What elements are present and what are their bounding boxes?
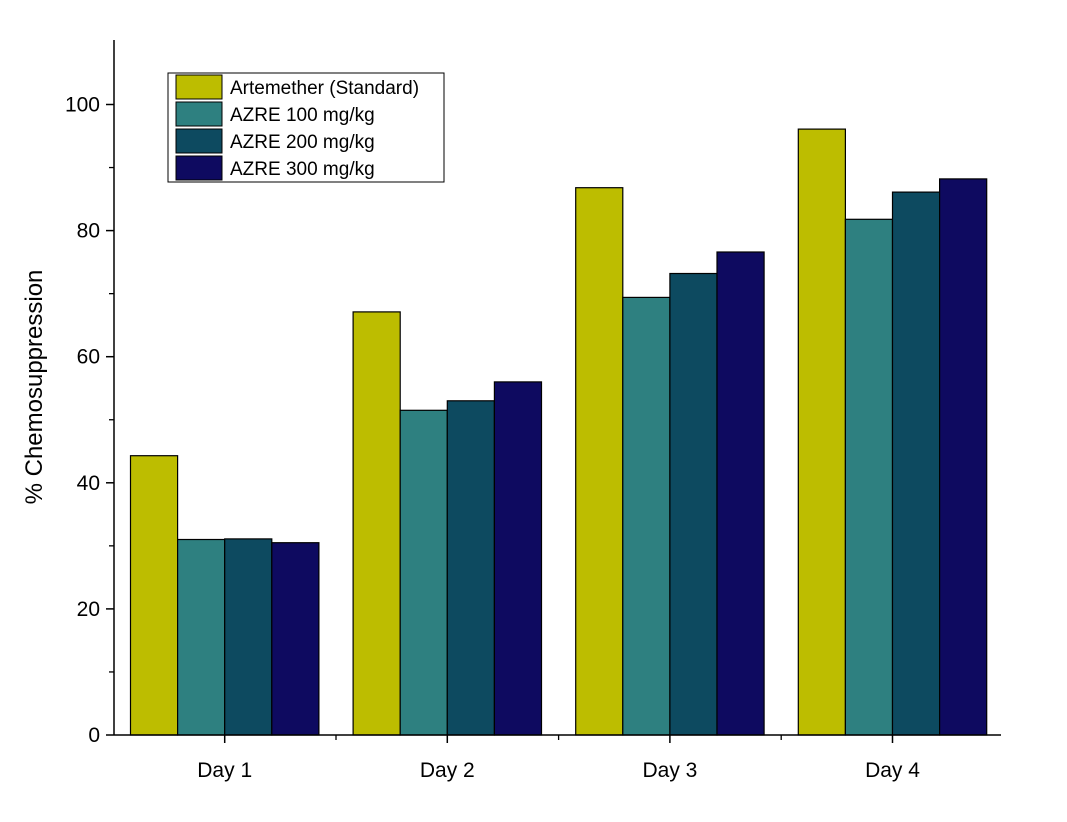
y-tick-label: 100 [65, 94, 100, 117]
bar-3-day-3 [669, 272, 718, 736]
legend-swatch [175, 128, 223, 154]
bar-1-day-3 [575, 187, 624, 736]
legend-swatch [175, 155, 223, 181]
bars [129, 128, 988, 736]
bar-1-day-1 [129, 455, 179, 736]
x-tick-label-day-4: Day 4 [865, 759, 920, 782]
legend: Artemether (Standard) AZRE 100 mg/kg AZRE … [167, 72, 445, 183]
bar-1-day-2 [352, 311, 401, 736]
legend-label: Artemether (Standard) [230, 78, 419, 99]
legend-label: AZRE 100 mg/kg [230, 105, 375, 126]
bar-4-day-2 [493, 381, 543, 736]
bar-4-day-4 [938, 178, 988, 736]
legend-swatch [175, 74, 223, 100]
bar-3-day-1 [224, 538, 273, 736]
y-axis-title: % Chemosuppression [21, 270, 48, 505]
x-tick-label-day-1: Day 1 [197, 759, 252, 782]
axes [106, 40, 1001, 743]
bar-2-day-2 [399, 409, 448, 736]
bar-4-day-1 [271, 542, 320, 736]
tick-labels: 0 20 40 60 80 100 Day 1 Day 2 Day 3 Day 4 [65, 94, 920, 783]
y-tick-label: 80 [77, 220, 100, 243]
bar-2-day-3 [622, 296, 671, 736]
x-tick-label-day-2: Day 2 [420, 759, 475, 782]
x-tick-label-day-3: Day 3 [642, 759, 697, 782]
bar-3-day-4 [891, 191, 941, 736]
bar-1-day-4 [797, 128, 846, 736]
bar-2-day-1 [177, 538, 226, 736]
legend-label: AZRE 300 mg/kg [230, 159, 375, 180]
y-tick-label: 60 [77, 346, 100, 369]
y-tick-label: 0 [88, 724, 100, 747]
bar-4-day-3 [716, 251, 765, 736]
bar-2-day-4 [844, 218, 894, 736]
legend-swatch [175, 101, 223, 127]
y-tick-label: 40 [77, 472, 100, 495]
legend-label: AZRE 200 mg/kg [230, 132, 375, 153]
y-tick-label: 20 [77, 598, 100, 621]
bar-3-day-2 [446, 400, 495, 736]
